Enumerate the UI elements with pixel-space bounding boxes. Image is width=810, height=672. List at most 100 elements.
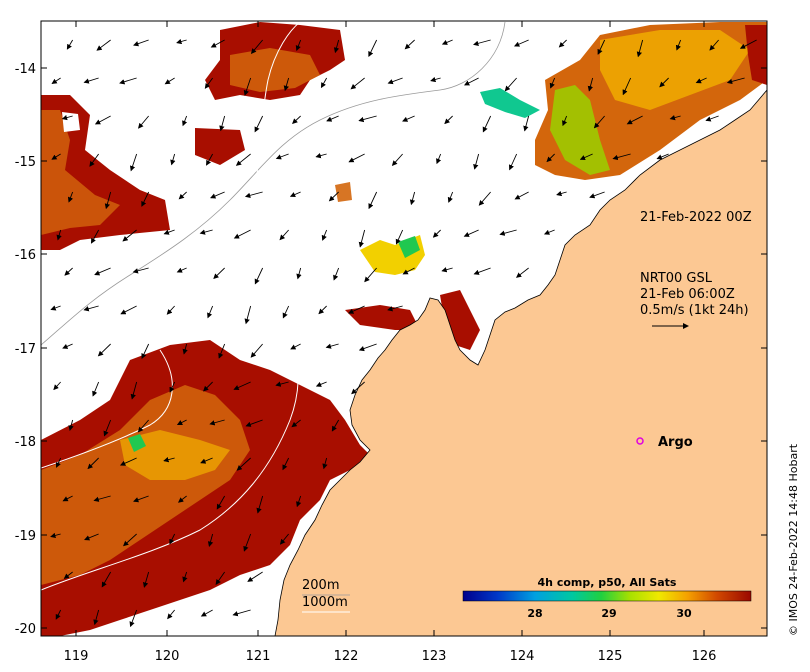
current-arrow [543, 229, 555, 235]
current-arrow [182, 343, 188, 355]
current-arrow [282, 457, 290, 471]
current-arrow [675, 39, 682, 51]
x-tick-label: 125 [598, 649, 623, 664]
current-scale: 0.5m/s (1kt 24h) [640, 303, 749, 318]
current-arrow [463, 229, 479, 237]
sst-central-orange [335, 182, 352, 202]
current-arrow [612, 153, 631, 161]
current-arrow [96, 39, 111, 51]
current-arrow [358, 343, 377, 352]
current-arrow [50, 305, 61, 311]
current-arrow [61, 114, 73, 121]
current-arrow [597, 39, 606, 55]
current-arrow [141, 343, 150, 360]
current-arrow [169, 381, 176, 393]
current-arrow [515, 267, 529, 278]
current-arrow [290, 343, 301, 350]
current-arrow [295, 39, 302, 52]
current-arrow [176, 267, 187, 273]
y-tick-label: -19 [15, 529, 36, 544]
current-arrow [348, 153, 365, 163]
current-arrow [94, 115, 111, 125]
current-arrow [103, 419, 112, 437]
sst-central-red [345, 305, 420, 330]
y-tick-label: -20 [15, 622, 36, 637]
current-arrow [368, 39, 378, 58]
current-arrow [292, 115, 301, 125]
current-arrow [50, 532, 61, 539]
colorbar-tick-30: 30 [676, 607, 692, 620]
current-time: 21-Feb 06:00Z [640, 287, 735, 302]
current-arrow [245, 419, 263, 427]
current-arrow [275, 153, 289, 160]
contour-200m [41, 21, 506, 346]
credit-label: © IMOS 24-Feb-2022 14:48 Hobart [787, 443, 800, 636]
current-arrow [350, 77, 365, 90]
current-arrow [478, 191, 491, 206]
sst-west-mid [41, 110, 120, 235]
current-arrow [207, 305, 214, 319]
current-arrow [402, 115, 415, 122]
x-tick-label: 123 [422, 649, 447, 664]
current-arrow [705, 115, 719, 122]
current-arrow [206, 153, 214, 166]
current-arrow [200, 609, 213, 617]
current-arrow [66, 39, 74, 50]
current-arrow [101, 571, 112, 588]
current-arrow [236, 457, 251, 471]
current-arrow [233, 381, 251, 391]
current-arrow [93, 609, 100, 626]
current-arrow [279, 533, 289, 545]
current-arrow [348, 305, 365, 314]
current-arrow [395, 229, 404, 245]
current-arrow [210, 39, 225, 48]
current-arrow [176, 38, 187, 45]
current-arrow [244, 305, 252, 325]
current-arrow [170, 153, 176, 166]
x-tick-label: 119 [64, 649, 89, 664]
current-arrow [51, 153, 61, 160]
current-arrow [283, 77, 290, 92]
current-arrow [119, 77, 137, 85]
current-arrow [89, 153, 99, 167]
current-arrow [318, 305, 327, 315]
current-arrow [203, 381, 213, 392]
current-arrow [441, 267, 453, 273]
current-arrow [93, 495, 111, 502]
current-arrow [549, 77, 556, 89]
current-arrow [587, 77, 594, 92]
current-arrow [123, 533, 137, 547]
current-arrow [254, 267, 264, 285]
x-tick-label: 126 [692, 649, 717, 664]
current-arrow [328, 191, 339, 202]
current-arrow [142, 571, 150, 588]
current-arrow [291, 419, 301, 428]
current-arrow [509, 153, 518, 171]
current-arrow [51, 77, 61, 84]
current-arrow [358, 115, 377, 123]
sst-northeast-cyan [480, 88, 540, 118]
current-arrow [133, 495, 149, 503]
current-arrow [513, 39, 529, 47]
sst-southwest-green [128, 434, 146, 452]
current-arrow [254, 115, 264, 133]
current-arrow [133, 39, 149, 47]
y-tick-label: -18 [15, 435, 36, 450]
current-title: NRT00 GSL [640, 271, 713, 286]
contour-200m-label: 200m [302, 578, 339, 593]
current-arrow [562, 115, 568, 127]
y-tick-label: -16 [15, 248, 36, 263]
current-arrow [200, 457, 213, 464]
current-arrow [64, 267, 73, 276]
current-arrow [636, 39, 644, 58]
current-arrow [669, 114, 681, 121]
current-arrow [182, 115, 188, 127]
current-arrow [215, 571, 226, 585]
colorbar: 4h comp, p50, All Sats 28 29 30 [462, 576, 752, 620]
sst-west-hole [62, 112, 80, 132]
current-arrow [444, 115, 453, 125]
current-arrow [368, 191, 378, 210]
current-arrow [97, 343, 111, 357]
current-arrow [232, 609, 251, 617]
current-arrow [279, 229, 289, 241]
